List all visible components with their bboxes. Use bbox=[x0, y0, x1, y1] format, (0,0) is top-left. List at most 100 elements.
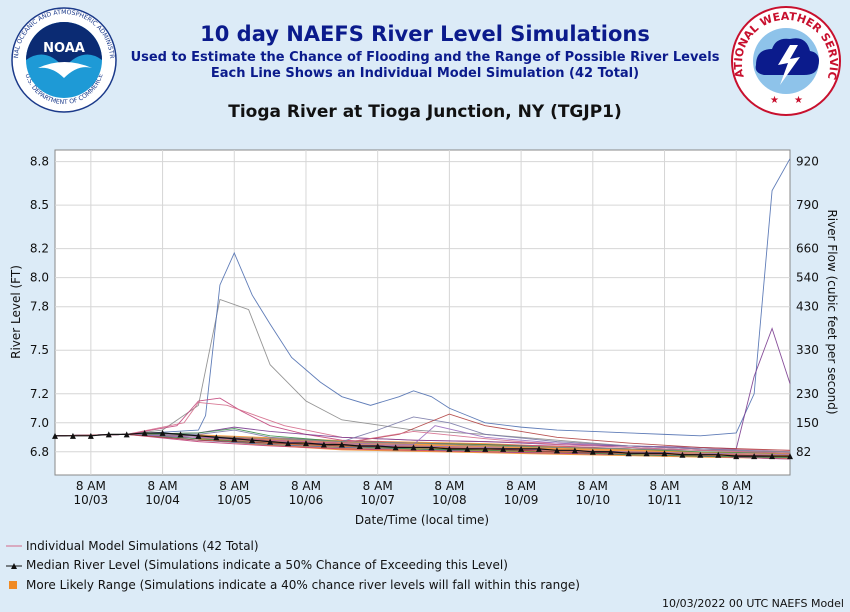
median-point bbox=[177, 431, 184, 438]
median-point bbox=[249, 437, 256, 444]
median-point bbox=[625, 450, 632, 457]
flow-tick-label: 330 bbox=[796, 343, 819, 357]
y-tick-label: 8.5 bbox=[30, 198, 49, 212]
median-point bbox=[787, 453, 793, 460]
median-point bbox=[105, 431, 112, 438]
median-point bbox=[679, 451, 686, 458]
median-point bbox=[536, 445, 543, 452]
median-point bbox=[338, 441, 345, 448]
median-point bbox=[52, 432, 58, 439]
x-tick-time: 8 AM bbox=[650, 479, 680, 493]
station-name: Tioga River at Tioga Junction, NY (TGJP1… bbox=[228, 102, 622, 122]
y-axis-label: River Level (FT) bbox=[9, 265, 23, 359]
median-point bbox=[285, 440, 292, 447]
y-tick-label: 8.8 bbox=[30, 155, 49, 169]
river-level-chart: 6.8 7.0 7.2 7.5 7.8 8.0 8.2 8.5 8.8 82 150 230 330 4… bbox=[9, 149, 839, 527]
median-point bbox=[392, 444, 399, 451]
legend-median: Median River Level (Simulations indicate… bbox=[6, 558, 508, 572]
simulation-line bbox=[54, 327, 791, 450]
median-point bbox=[195, 432, 202, 439]
median-point bbox=[733, 453, 740, 460]
median-point bbox=[356, 442, 363, 449]
median-point bbox=[446, 445, 453, 452]
median-point bbox=[123, 431, 130, 438]
flow-tick-label: 150 bbox=[796, 416, 819, 430]
median-point bbox=[607, 448, 614, 455]
x-tick-time: 8 AM bbox=[578, 479, 608, 493]
x-tick-date: 10/12 bbox=[719, 493, 754, 507]
median-point bbox=[302, 440, 309, 447]
x-tick-date: 10/05 bbox=[217, 493, 252, 507]
x-tick-date: 10/06 bbox=[289, 493, 324, 507]
legend-individual: Individual Model Simulations (42 Total) bbox=[6, 539, 259, 553]
y-axis-label-right: River Flow (cubic feet per second) bbox=[825, 209, 839, 414]
flow-tick-label: 230 bbox=[796, 387, 819, 401]
x-tick-date: 10/09 bbox=[504, 493, 539, 507]
x-tick-date: 10/08 bbox=[432, 493, 467, 507]
median-point bbox=[159, 429, 166, 436]
y-tick-label: 6.8 bbox=[30, 445, 49, 459]
median-line bbox=[55, 432, 790, 457]
median-point bbox=[267, 438, 274, 445]
median-point bbox=[482, 445, 489, 452]
simulation-line bbox=[54, 158, 791, 437]
flow-tick-label: 540 bbox=[796, 271, 819, 285]
x-tick-date: 10/11 bbox=[647, 493, 682, 507]
flow-tick-label: 660 bbox=[796, 242, 819, 256]
median-point bbox=[141, 429, 148, 436]
nws-logo: NATIONAL WEATHER SERVICE ★ ★ bbox=[725, 0, 842, 121]
x-tick-date: 10/04 bbox=[145, 493, 180, 507]
median-point bbox=[589, 448, 596, 455]
median-point bbox=[643, 450, 650, 457]
flow-tick-label: 430 bbox=[796, 300, 819, 314]
median-point bbox=[661, 450, 668, 457]
x-tick-time: 8 AM bbox=[219, 479, 249, 493]
chart-subtitle-2: Each Line Shows an Individual Model Simu… bbox=[210, 66, 640, 81]
plot-area bbox=[54, 149, 791, 476]
y-tick-label: 7.2 bbox=[30, 387, 49, 401]
svg-text:★: ★ bbox=[794, 95, 803, 106]
y-tick-label: 7.0 bbox=[30, 416, 49, 430]
x-tick-time: 8 AM bbox=[721, 479, 751, 493]
x-tick-date: 10/07 bbox=[360, 493, 395, 507]
y-tick-label: 7.8 bbox=[30, 300, 49, 314]
x-tick-time: 8 AM bbox=[363, 479, 393, 493]
svg-text:★: ★ bbox=[770, 95, 779, 106]
model-run-footer: 10/03/2022 00 UTC NAEFS Model bbox=[661, 597, 844, 610]
median-point bbox=[320, 441, 327, 448]
legend-range: More Likely Range (Simulations indicate … bbox=[6, 578, 580, 592]
median-point bbox=[697, 451, 704, 458]
median-point bbox=[410, 444, 417, 451]
flow-tick-label: 920 bbox=[796, 155, 819, 169]
median-point bbox=[87, 432, 94, 439]
median-point bbox=[751, 453, 758, 460]
median-point bbox=[518, 445, 525, 452]
legend-individual-label: Individual Model Simulations (42 Total) bbox=[26, 539, 259, 553]
median-point bbox=[500, 445, 507, 452]
legend-range-label: More Likely Range (Simulations indicate … bbox=[26, 578, 580, 592]
median-point bbox=[374, 442, 381, 449]
median-point bbox=[769, 453, 776, 460]
simulation-line bbox=[54, 433, 791, 453]
svg-text:NOAA: NOAA bbox=[43, 41, 85, 56]
median-point bbox=[571, 447, 578, 454]
median-point bbox=[715, 451, 722, 458]
flow-tick-label: 790 bbox=[796, 198, 819, 212]
x-tick-time: 8 AM bbox=[434, 479, 464, 493]
median-point bbox=[213, 434, 220, 441]
y-tick-label: 8.0 bbox=[30, 271, 49, 285]
median-point bbox=[428, 444, 435, 451]
median-point bbox=[464, 445, 471, 452]
x-tick-date: 10/03 bbox=[74, 493, 109, 507]
x-axis-label: Date/Time (local time) bbox=[355, 513, 489, 527]
median-point bbox=[553, 447, 560, 454]
noaa-logo: NATIONAL OCEANIC AND ATMOSPHERIC ADMINIS… bbox=[5, 1, 120, 118]
y-tick-label: 8.2 bbox=[30, 242, 49, 256]
x-tick-time: 8 AM bbox=[506, 479, 536, 493]
legend-median-label: Median River Level (Simulations indicate… bbox=[26, 558, 508, 572]
median-point bbox=[231, 435, 238, 442]
y-tick-label: 7.5 bbox=[30, 343, 49, 357]
x-tick-date: 10/10 bbox=[576, 493, 611, 507]
simulation-line bbox=[54, 298, 791, 454]
median-point bbox=[69, 432, 76, 439]
